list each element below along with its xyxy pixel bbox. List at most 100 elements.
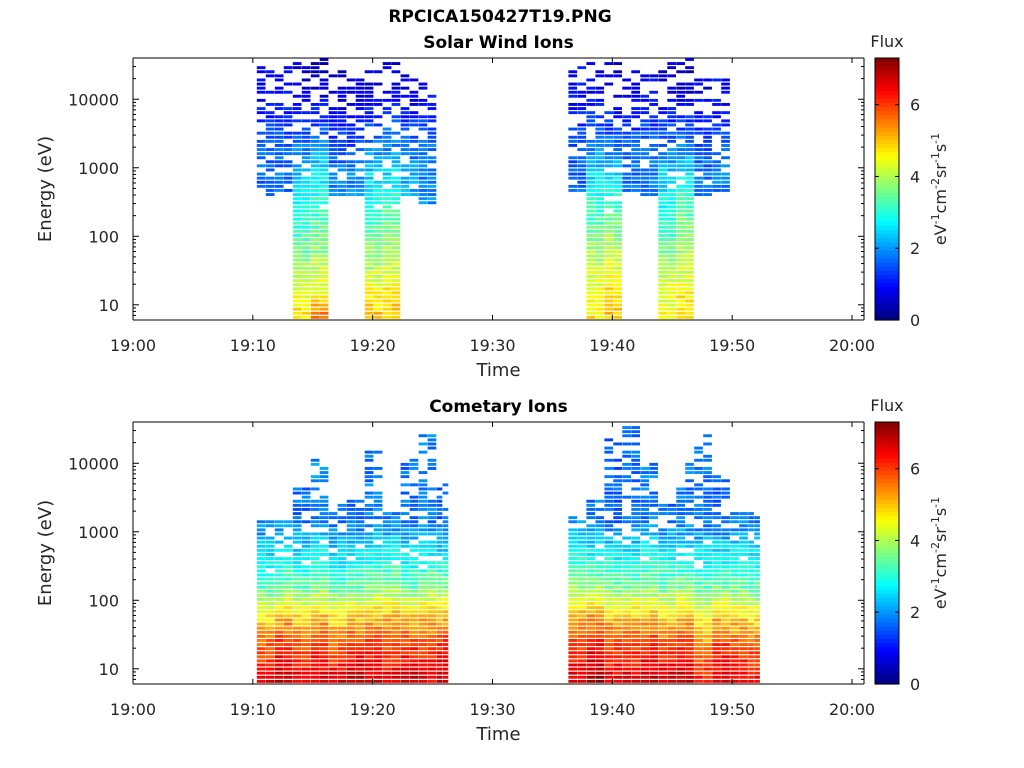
spectrogram-cell	[658, 201, 667, 205]
spectrogram-cell	[436, 524, 443, 528]
spectrogram-cell	[409, 557, 419, 560]
spectrogram-cell	[685, 238, 694, 241]
spectrogram-cell	[694, 639, 703, 642]
spectrogram-cell	[418, 152, 428, 156]
spectrogram-cell	[685, 671, 694, 675]
spectrogram-cell	[622, 602, 631, 605]
spectrogram-cell	[400, 520, 410, 524]
spectrogram-cell	[640, 512, 649, 515]
spectrogram-cell	[364, 82, 374, 86]
spectrogram-cell	[337, 115, 347, 119]
spectrogram-cell	[310, 647, 320, 651]
colorbar-segment	[875, 491, 899, 497]
spectrogram-cell	[604, 246, 614, 250]
spectrogram-cell	[712, 671, 721, 675]
spectrogram-cell	[355, 82, 365, 86]
spectrogram-cell	[409, 651, 419, 655]
spectrogram-cell	[391, 266, 401, 270]
spectrogram-cell	[418, 643, 428, 646]
spectrogram-cell	[301, 144, 311, 147]
colorbar-segment	[875, 516, 899, 521]
spectrogram-cell	[712, 622, 721, 626]
spectrogram-cell	[754, 544, 760, 548]
spectrogram-cell	[418, 659, 428, 663]
spectrogram-cell	[310, 205, 320, 209]
spectrogram-cell	[595, 254, 605, 258]
spectrogram-cell	[622, 450, 631, 454]
spectrogram-cell	[703, 520, 712, 524]
spectrogram-cell	[418, 508, 428, 511]
spectrogram-cell	[676, 487, 685, 491]
spectrogram-cell	[676, 176, 685, 180]
spectrogram-cell	[418, 618, 428, 622]
spectrogram-cell	[577, 107, 587, 110]
spectrogram-cell	[748, 577, 754, 581]
spectrogram-cell	[676, 275, 685, 278]
spectrogram-cell	[613, 491, 622, 495]
spectrogram-cell	[319, 139, 329, 143]
spectrogram-cell	[292, 139, 302, 143]
colorbar-segment	[875, 254, 899, 260]
spectrogram-cell	[391, 512, 401, 515]
colorbar-segment	[875, 426, 899, 431]
spectrogram-cell	[301, 508, 311, 511]
spectrogram-cell	[658, 262, 667, 266]
spectrogram-cell	[373, 221, 383, 225]
spectrogram-cell	[577, 111, 587, 115]
spectrogram-cell	[364, 221, 374, 225]
spectrogram-cell	[319, 148, 329, 151]
spectrogram-cell	[292, 643, 302, 646]
spectrogram-cell	[373, 201, 383, 205]
spectrogram-cell	[283, 593, 293, 597]
spectrogram-cell	[337, 561, 347, 565]
spectrogram-cell	[667, 197, 676, 201]
spectrogram-cell	[391, 193, 401, 196]
spectrogram-cell	[409, 508, 419, 511]
spectrogram-cell	[373, 262, 383, 266]
spectrogram-cell	[604, 585, 614, 589]
spectrogram-cell	[256, 131, 266, 135]
spectrogram-cell	[310, 201, 320, 205]
spectrogram-cell	[613, 176, 622, 180]
spectrogram-cell	[292, 144, 302, 147]
colorbar-tick-label: 0	[910, 675, 920, 694]
spectrogram-cell	[703, 148, 712, 151]
spectrogram-cell	[301, 279, 311, 282]
spectrogram-cell	[685, 90, 694, 94]
spectrogram-cell	[427, 193, 437, 196]
spectrogram-cell	[283, 164, 293, 168]
colorbar-segment	[875, 172, 899, 178]
spectrogram-cell	[739, 544, 748, 548]
spectrogram-cell	[418, 589, 428, 593]
spectrogram-cell	[586, 671, 596, 675]
spectrogram-cell	[631, 184, 640, 188]
spectrogram-cell	[391, 565, 401, 569]
spectrogram-cell	[283, 557, 293, 560]
spectrogram-cell	[568, 107, 578, 110]
spectrogram-cell	[400, 111, 410, 115]
spectrogram-cell	[667, 536, 676, 540]
spectrogram-cell	[442, 610, 449, 614]
spectrogram-cell	[319, 634, 329, 638]
spectrogram-cell	[283, 569, 293, 573]
spectrogram-cell	[586, 663, 596, 667]
spectrogram-cell	[667, 246, 676, 250]
spectrogram-cell	[292, 532, 302, 536]
spectrogram-cell	[595, 614, 605, 618]
spectrogram-cell	[748, 655, 754, 659]
spectrogram-cell	[613, 614, 622, 618]
spectrogram-cell	[739, 581, 748, 585]
spectrogram-cell	[613, 307, 622, 311]
spectrogram-cell	[301, 98, 311, 102]
spectrogram-cell	[283, 70, 293, 74]
spectrogram-cell	[427, 651, 437, 655]
spectrogram-cell	[292, 229, 302, 233]
spectrogram-cell	[436, 626, 443, 630]
spectrogram-cell	[685, 602, 694, 605]
spectrogram-cell	[346, 503, 356, 507]
colorbar-segment	[875, 581, 899, 587]
spectrogram-cell	[685, 82, 694, 86]
spectrogram-cell	[382, 512, 392, 515]
spectrogram-cell	[274, 639, 284, 642]
spectrogram-cell	[640, 193, 649, 196]
